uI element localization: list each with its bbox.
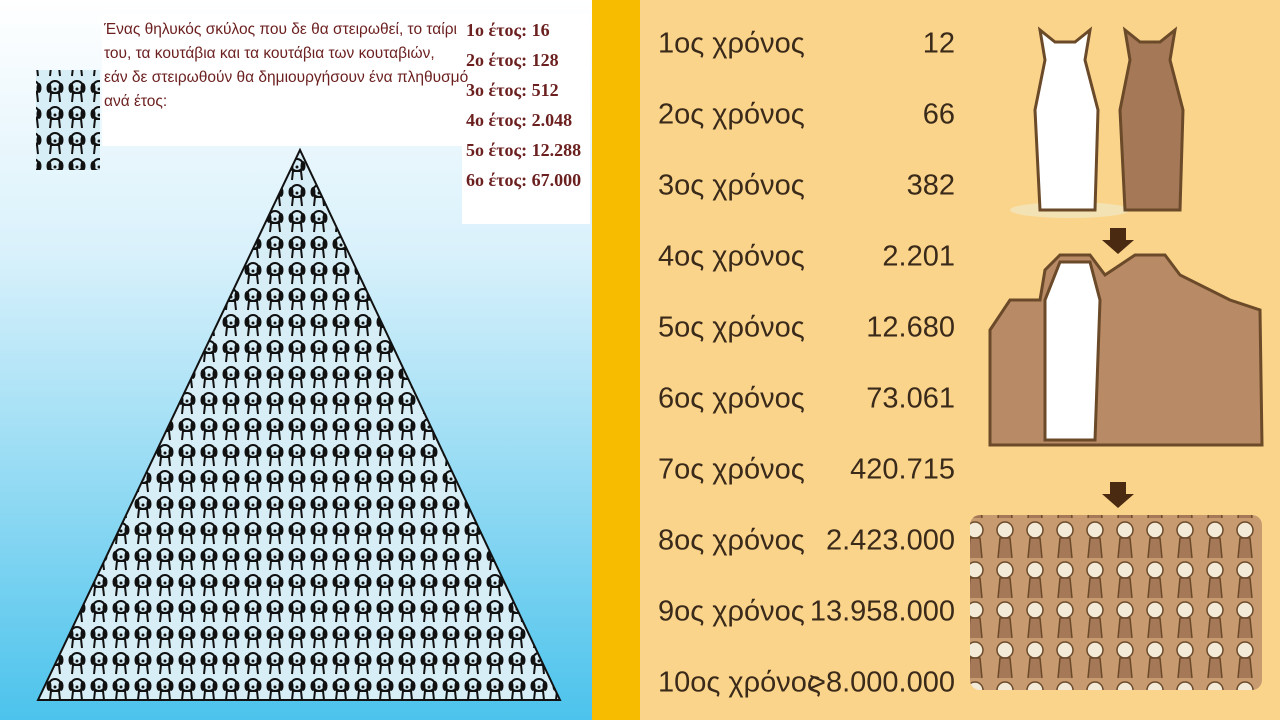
year-list: 1ο έτος: 16 2ο έτος: 128 3ο έτος: 512 4ο έτ…: [466, 20, 581, 190]
description-line: Ένας θηλυκός σκύλος που δε θα στειρωθεί,…: [103, 21, 457, 38]
description-box: [102, 14, 462, 146]
dog-pair: [36, 70, 100, 170]
year-entry: 6ο έτος: 67.000: [466, 170, 581, 190]
year-entry: 1ο έτος: 16: [466, 20, 550, 40]
row-value: 382: [907, 170, 955, 202]
dog-pyramid: [36, 147, 562, 701]
row-label: 2ος χρόνος: [658, 99, 805, 131]
description-line: ανά έτος:: [104, 93, 167, 110]
row-value: 420.715: [850, 454, 955, 486]
row-value: 2.423.000: [826, 525, 955, 557]
cat-crowd: [970, 515, 1262, 690]
row-label: 6ος χρόνος: [658, 383, 805, 415]
row-value: 66: [923, 99, 955, 131]
right-panel: 1ος χρόνος 12 2ος χρόνος 66 3ος χρόνος 382 4ος…: [640, 0, 1280, 720]
row-label: 10ος χρόνος: [658, 667, 821, 699]
row-label: 4ος χρόνος: [658, 241, 805, 273]
year-entry: 3ο έτος: 512: [466, 80, 559, 100]
row-value: 12: [923, 28, 955, 60]
description-line: του, τα κουτάβια και τα κουτάβια των κου…: [104, 45, 435, 62]
row-value: 12.680: [866, 312, 955, 344]
year-entry: 5ο έτος: 12.288: [466, 140, 581, 160]
cat-illustration: [970, 26, 1264, 690]
row-label: 7ος χρόνος: [658, 454, 805, 486]
divider: [592, 0, 640, 720]
row-label: 5ος χρόνος: [658, 312, 805, 344]
arrow: [1102, 482, 1134, 508]
arrow: [1102, 228, 1134, 254]
left-panel: Ένας θηλυκός σκύλος που δε θα στειρωθεί,…: [0, 0, 592, 720]
year-entry: 2ο έτος: 128: [466, 50, 559, 70]
row-value: >8.000.000: [809, 667, 955, 699]
row-value: 13.958.000: [810, 596, 955, 628]
description-line: εάν δε στειρωθούν θα δημιουργήσουν ένα π…: [104, 69, 468, 86]
white-cat: [1043, 260, 1102, 442]
brown-cat: [1118, 26, 1185, 212]
row-value: 73.061: [866, 383, 955, 415]
dog-icon: [36, 70, 100, 170]
row-label: 1ος χρόνος: [658, 28, 805, 60]
row-value: 2.201: [882, 241, 955, 273]
years-box: [462, 14, 590, 224]
description: Ένας θηλυκός σκύλος που δε θα στειρωθεί,…: [103, 21, 468, 110]
row-label: 9ος χρόνος: [658, 596, 805, 628]
white-cat: [1033, 26, 1100, 212]
year-entry: 4ο έτος: 2.048: [466, 110, 572, 130]
year-table: 1ος χρόνος 12 2ος χρόνος 66 3ος χρόνος 382 4ος…: [658, 28, 955, 699]
row-label: 8ος χρόνος: [658, 525, 805, 557]
row-label: 3ος χρόνος: [658, 170, 805, 202]
